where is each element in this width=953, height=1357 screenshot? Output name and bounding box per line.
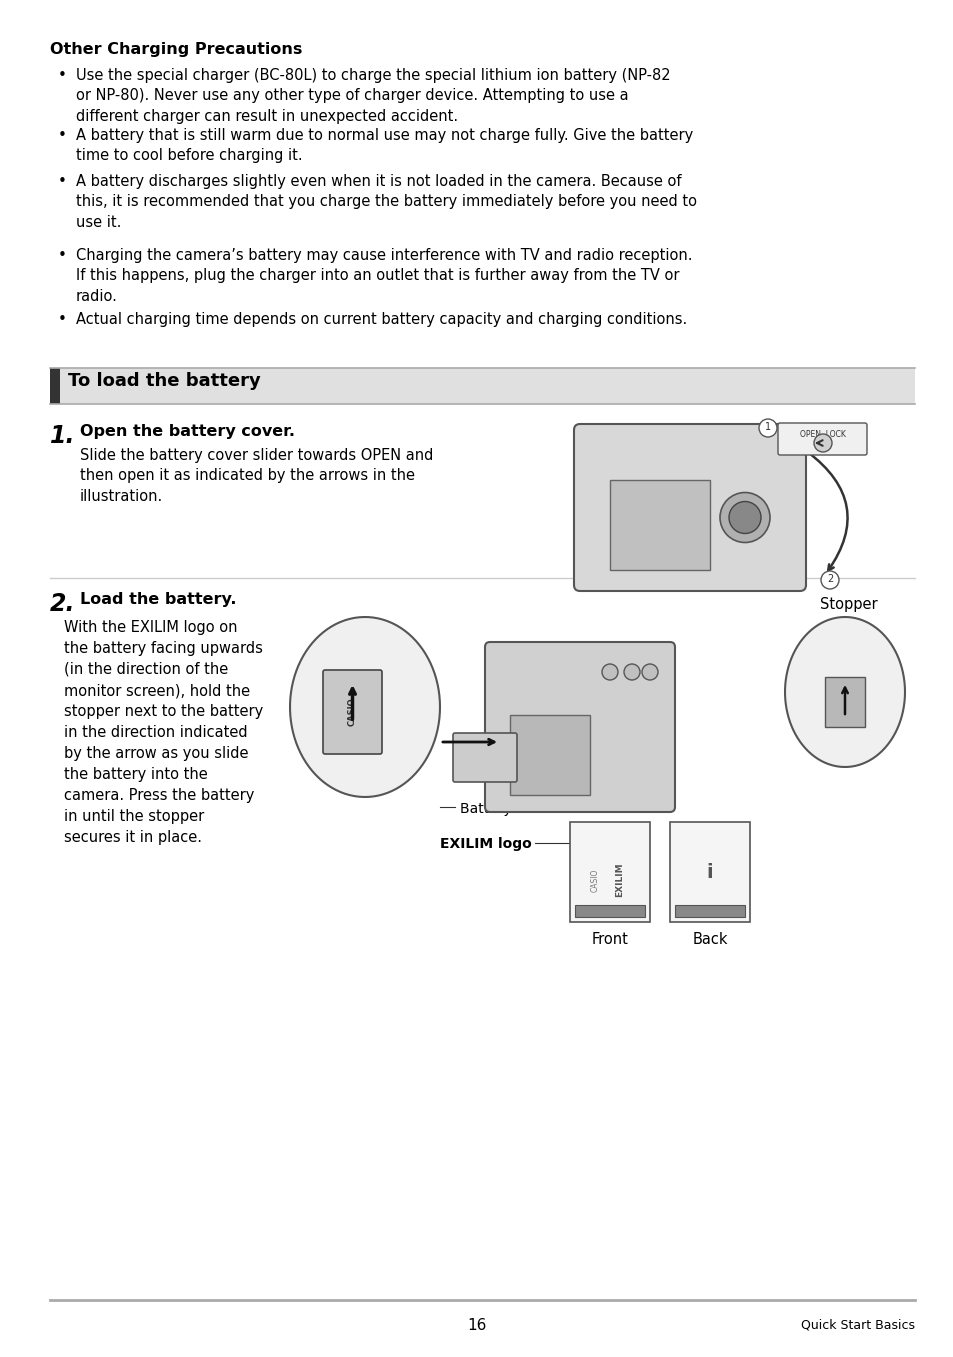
Bar [569,822,649,921]
Text: i: i [706,863,713,882]
Polygon shape [784,617,904,767]
Text: Load the battery.: Load the battery. [80,592,236,607]
Text: 2: 2 [826,574,832,584]
Text: A battery discharges slightly even when it is not loaded in the camera. Because : A battery discharges slightly even when … [76,174,697,229]
Circle shape [813,434,831,452]
Text: With the EXILIM logo on
the battery facing upwards
(in the direction of the
moni: With the EXILIM logo on the battery faci… [64,620,263,845]
Text: CASIO: CASIO [590,868,598,892]
Text: 16: 16 [467,1318,486,1333]
Text: To load the battery: To load the battery [68,372,260,389]
Bar [50,368,60,404]
FancyBboxPatch shape [574,423,805,592]
Text: Open the battery cover.: Open the battery cover. [80,423,294,440]
Text: Actual charging time depends on current battery capacity and charging conditions: Actual charging time depends on current … [76,312,686,327]
FancyBboxPatch shape [323,670,381,754]
Text: •: • [58,128,67,142]
Text: EXILIM logo: EXILIM logo [439,837,531,851]
Text: Slide the battery cover slider towards OPEN and
then open it as indicated by the: Slide the battery cover slider towards O… [80,448,433,503]
Circle shape [720,493,769,543]
Text: Use the special charger (BC-80L) to charge the special lithium ion battery (NP-8: Use the special charger (BC-80L) to char… [76,68,670,123]
Bar [510,715,589,795]
Text: Other Charging Precautions: Other Charging Precautions [50,42,302,57]
Text: Battery contacts: Battery contacts [459,802,575,816]
Circle shape [641,664,658,680]
Bar [609,480,709,570]
Circle shape [759,419,776,437]
Text: Quick Start Basics: Quick Start Basics [801,1318,914,1331]
Text: Back: Back [692,932,727,947]
Text: Charging the camera’s battery may cause interference with TV and radio reception: Charging the camera’s battery may cause … [76,248,692,304]
Text: EXILIM: EXILIM [615,863,624,897]
Text: Stopper: Stopper [820,597,877,612]
Text: •: • [58,312,67,327]
Bar [575,905,644,917]
FancyBboxPatch shape [778,423,866,455]
Text: •: • [58,68,67,83]
Text: 2.: 2. [50,592,75,616]
Polygon shape [290,617,439,797]
Circle shape [728,502,760,533]
Text: 1.: 1. [50,423,75,448]
Text: •: • [58,174,67,189]
Text: •: • [58,248,67,263]
Text: Front: Front [591,932,628,947]
Bar [675,905,744,917]
FancyBboxPatch shape [453,733,517,782]
Text: 1: 1 [764,422,770,432]
Bar [50,368,914,404]
Circle shape [821,571,838,589]
Bar [669,822,749,921]
Bar [824,677,864,727]
Circle shape [623,664,639,680]
Circle shape [601,664,618,680]
Text: CASIO: CASIO [348,697,356,726]
Text: A battery that is still warm due to normal use may not charge fully. Give the ba: A battery that is still warm due to norm… [76,128,693,163]
FancyBboxPatch shape [484,642,675,811]
Text: OPEN  LOCK: OPEN LOCK [800,430,845,440]
